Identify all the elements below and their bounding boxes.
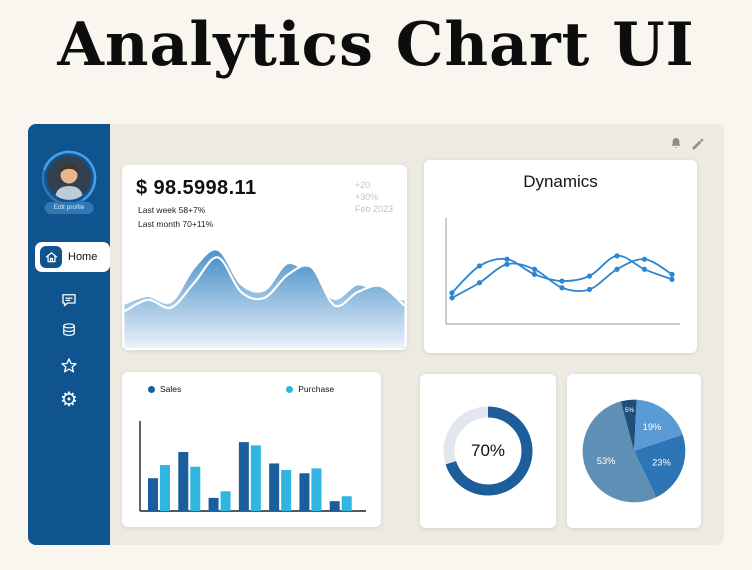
chat-icon (62, 294, 76, 307)
gauge-donut-chart (443, 406, 533, 496)
bell-button[interactable] (668, 136, 684, 152)
edit-profile-button[interactable]: Edit profile (44, 202, 94, 214)
sales-purchase-bar-chart (139, 421, 366, 512)
edit-button[interactable] (690, 136, 706, 152)
sales-purchase-card: Sales Purchase (122, 372, 381, 527)
gauge-value: 70% (470, 441, 506, 460)
last-month-stat: Last month 70+11% (138, 219, 214, 229)
sidebar-item-settings[interactable]: ⚙ (57, 388, 81, 412)
coins-icon (63, 323, 75, 336)
star-icon (61, 358, 77, 373)
revenue-card: $ 98.5998.11 Last week 58+7% Last month … (122, 165, 407, 350)
dynamics-line-chart (445, 218, 680, 325)
sidebar-item-home[interactable]: Home (35, 242, 110, 272)
avatar[interactable] (41, 150, 97, 206)
dynamics-title: Dynamics (523, 172, 598, 191)
note-plus30: +30% (354, 192, 379, 202)
sidebar-item-finance[interactable] (57, 318, 81, 342)
pie-chart: 5% 19% 23% 53% (582, 399, 686, 503)
note-plus20: +20 (354, 180, 371, 190)
purchase-dot (286, 385, 294, 393)
svg-text:53%: 53% (597, 456, 616, 466)
revenue-side-notes: +20 +30% Feb 2023 (355, 179, 393, 215)
svg-text:23%: 23% (652, 457, 671, 467)
legend-item-purchase: Purchase (286, 384, 334, 394)
pencil-icon (692, 138, 704, 150)
gauge-card: 70% (420, 374, 556, 528)
avatar-photo (47, 156, 91, 200)
page-title: Analytics Chart UI (57, 10, 695, 80)
sidebar-item-messages[interactable] (57, 288, 81, 312)
legend-item-sales: Sales (148, 384, 181, 394)
sidebar-item-home-label: Home (68, 251, 98, 263)
sales-label: Sales (160, 384, 182, 394)
revenue-amount: $ 98.5998.11 (136, 177, 257, 199)
pie-card: 5% 19% 23% 53% (567, 374, 701, 528)
sales-dot (148, 385, 155, 393)
revenue-area-chart (124, 248, 406, 348)
last-week-stat: Last week 58+7% (138, 205, 206, 215)
sidebar: Edit profile Home (28, 124, 110, 545)
svg-text:19%: 19% (643, 422, 662, 432)
home-icon (40, 246, 62, 268)
dynamics-card: Dynamics (424, 160, 697, 353)
gear-icon: ⚙ (60, 389, 78, 411)
bell-icon (671, 138, 681, 148)
dashboard-panel: Edit profile Home (28, 124, 724, 545)
purchase-label: Purchase (298, 384, 335, 394)
note-date: Feb 2023 (354, 204, 393, 214)
bar-legend: Sales Purchase (148, 384, 334, 394)
svg-text:5%: 5% (625, 407, 635, 414)
sidebar-item-favorites[interactable] (57, 354, 81, 378)
